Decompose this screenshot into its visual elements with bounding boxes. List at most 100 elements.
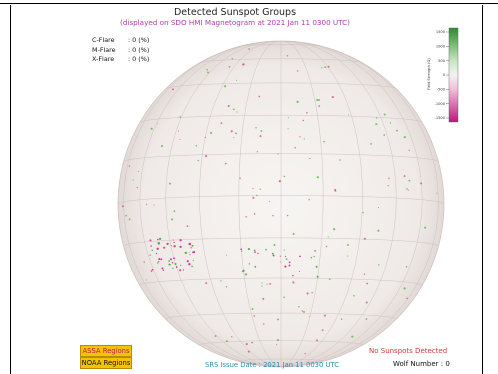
magnetic-feature xyxy=(256,194,258,197)
magnetic-feature xyxy=(235,132,237,135)
magnetic-feature xyxy=(347,255,349,257)
longitude-line xyxy=(280,41,363,367)
magnetic-feature xyxy=(180,264,182,267)
x-flare-value: : 0 (%) xyxy=(128,55,150,63)
srs-issue-date: SRS Issue Date : 2021 Jan 11 0030 UTC xyxy=(205,361,339,369)
magnetic-feature xyxy=(179,239,182,242)
magnetic-feature xyxy=(182,269,185,271)
magnetic-feature xyxy=(406,188,408,190)
magnetic-feature xyxy=(128,165,131,167)
magnetic-feature xyxy=(333,228,336,231)
magnetic-feature xyxy=(408,179,411,182)
magnetic-feature xyxy=(232,108,235,111)
magnetic-feature xyxy=(261,282,263,284)
magnetic-feature xyxy=(248,48,250,50)
magnetic-feature xyxy=(188,251,190,253)
magnetic-feature xyxy=(207,71,209,74)
magnetic-feature xyxy=(157,261,160,263)
magnetic-feature xyxy=(173,210,176,213)
magnetic-feature xyxy=(278,180,281,183)
magnetic-feature xyxy=(329,278,331,281)
longitude-line xyxy=(280,41,324,367)
magnetic-feature xyxy=(288,261,291,264)
magnetic-feature xyxy=(323,140,325,143)
magnetic-feature xyxy=(169,182,171,185)
magnetic-feature xyxy=(324,66,327,69)
magnetic-feature xyxy=(145,279,148,281)
colorbar-tick-label: -500 xyxy=(437,88,446,92)
colorbar xyxy=(448,27,459,123)
magnetic-feature xyxy=(169,264,171,266)
magnetic-feature xyxy=(283,296,285,299)
magnetic-features xyxy=(121,48,438,355)
magnetic-feature xyxy=(286,214,289,217)
magnetic-feature xyxy=(420,182,423,185)
magnetic-feature xyxy=(171,261,174,264)
colorbar-label: Field Strength (G) xyxy=(427,58,431,90)
frame-left-edge xyxy=(10,5,11,374)
magnetic-feature xyxy=(383,113,386,116)
magnetic-feature xyxy=(351,335,354,338)
magnetic-feature xyxy=(247,248,250,251)
magnetic-feature xyxy=(297,70,299,72)
magnetic-feature xyxy=(271,252,274,255)
colorbar-tick-label: 0 xyxy=(443,73,446,77)
magnetic-feature xyxy=(309,157,311,160)
magnetic-feature xyxy=(288,264,291,267)
colorbar-tick-label: 1500 xyxy=(436,30,446,34)
magnetic-feature xyxy=(236,111,238,113)
magnetic-feature xyxy=(272,214,274,217)
magnetic-feature xyxy=(283,249,285,251)
magnetic-feature xyxy=(304,352,306,355)
magnetic-feature xyxy=(388,177,390,180)
magnetic-feature xyxy=(191,244,194,247)
magnetic-feature xyxy=(186,225,189,227)
magnetic-feature xyxy=(161,267,164,270)
magnetic-feature xyxy=(261,285,263,287)
magnetic-feature xyxy=(383,134,386,136)
magnetic-feature xyxy=(292,274,294,277)
magnetic-feature xyxy=(160,144,164,148)
magnetic-feature xyxy=(299,136,301,138)
magnetic-feature xyxy=(186,260,189,263)
noaa-regions-legend: NOAA Regions xyxy=(80,357,132,369)
magnetic-feature xyxy=(287,117,289,119)
longitude-line xyxy=(280,41,423,367)
magnetic-feature xyxy=(206,68,208,71)
magnetic-feature xyxy=(150,245,152,247)
magnetic-feature xyxy=(316,275,319,278)
magnetic-feature xyxy=(240,248,243,251)
magnetic-feature xyxy=(314,250,316,252)
magnetic-feature xyxy=(166,242,169,245)
magnetic-feature xyxy=(179,245,182,249)
magnetic-feature xyxy=(321,329,324,331)
magnetic-feature xyxy=(225,162,227,165)
magnetic-feature xyxy=(184,251,187,255)
colorbar-tick-label: -1000 xyxy=(435,102,446,106)
magnetic-feature xyxy=(179,116,182,118)
colorbar-tick-label: -1500 xyxy=(435,116,446,120)
magnetic-feature xyxy=(177,130,180,132)
lat-lon-grid xyxy=(118,41,444,367)
magnetic-feature xyxy=(277,318,279,321)
magnetic-feature xyxy=(366,282,369,285)
magnetic-feature xyxy=(242,269,245,272)
magnetic-feature xyxy=(242,63,245,66)
magnetic-feature xyxy=(396,129,398,132)
magnetic-feature xyxy=(226,254,228,256)
magnetic-feature xyxy=(287,128,289,130)
magnetic-feature xyxy=(370,143,372,145)
magnetic-feature xyxy=(159,237,162,240)
magnetic-feature xyxy=(339,159,341,161)
magnetic-feature xyxy=(389,122,392,124)
magnetic-feature xyxy=(171,218,174,221)
page-title: Detected Sunspot Groups xyxy=(173,7,297,18)
magnetic-feature xyxy=(298,305,300,308)
magnetic-feature xyxy=(263,323,265,325)
magnetic-feature xyxy=(257,252,259,255)
colorbar-tick-label: 500 xyxy=(438,59,446,63)
magnetic-feature xyxy=(190,247,192,249)
magnetic-feature xyxy=(157,262,159,264)
top-divider xyxy=(0,3,498,4)
magnetic-feature xyxy=(225,285,228,288)
